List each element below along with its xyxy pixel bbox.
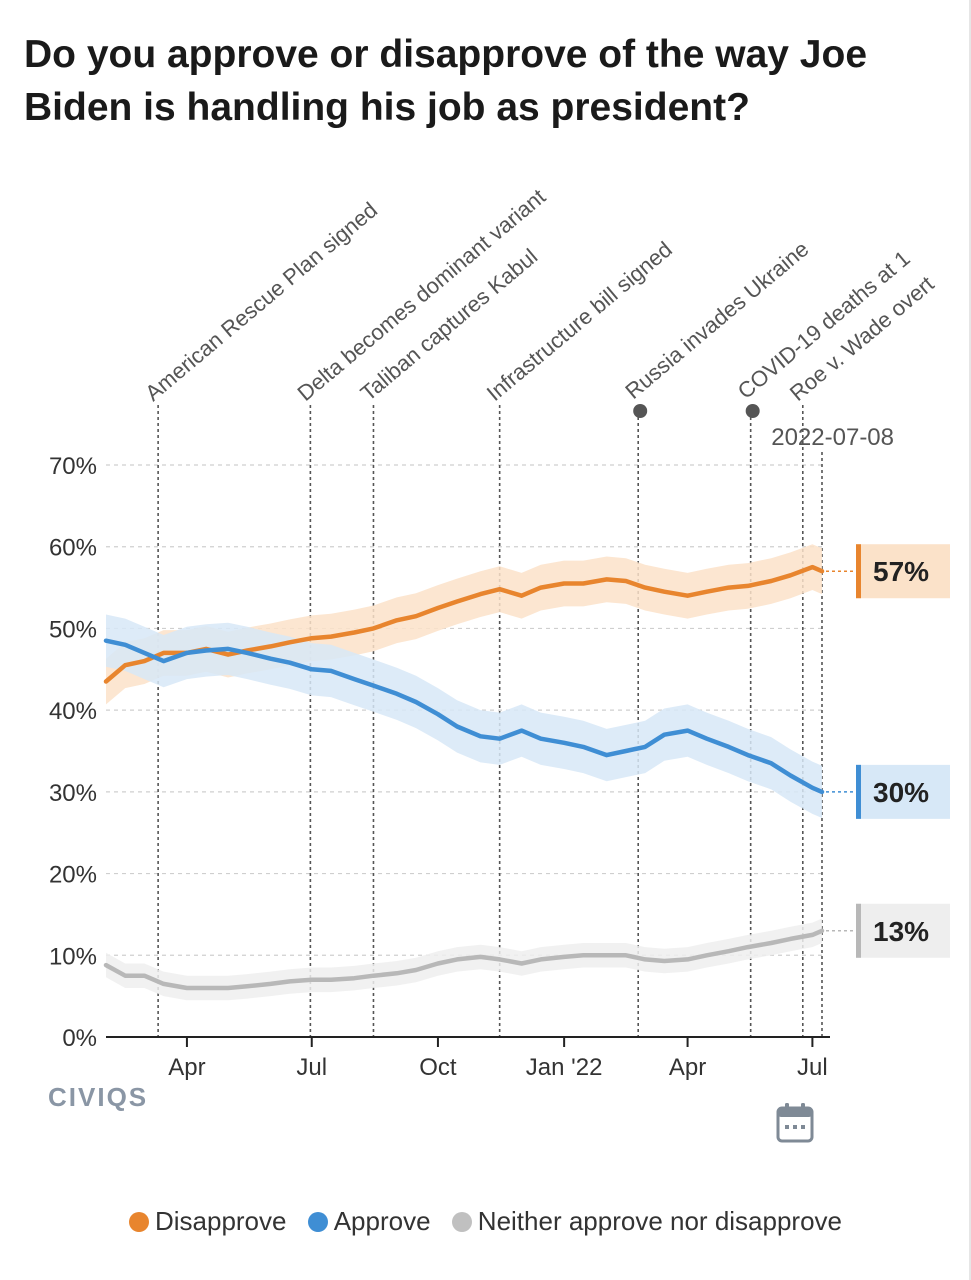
legend-dot (128, 1212, 149, 1232)
end-label-box (856, 764, 950, 819)
legend-item-approve[interactable]: Approve (307, 1206, 431, 1237)
legend-item-neither[interactable]: Neither approve nor disapprove (451, 1206, 843, 1237)
legend-label: Neither approve nor disapprove (477, 1206, 843, 1236)
series-line (103, 928, 825, 991)
end-labels: 57% 30% 13% (826, 544, 950, 958)
x-tick-label: Oct (419, 1054, 457, 1081)
end-label-bar (856, 764, 861, 819)
end-label-bar (856, 544, 861, 599)
legend-label: Disapprove (154, 1206, 287, 1236)
event-marker (745, 404, 760, 418)
legend: Disapprove Approve Neither approve nor d… (0, 1206, 971, 1237)
page-edge (969, 0, 971, 1280)
end-label: 13% (873, 916, 929, 947)
x-tick-label: Jul (797, 1054, 828, 1081)
axes: 0% 10% 20% 30% 40% 50% 60% 70% Apr Jul Oct Jan '22 A… (49, 453, 830, 1081)
event-marker (633, 404, 648, 418)
end-label-box (856, 544, 950, 599)
y-tick-label: 70% (49, 453, 97, 480)
y-tick-label: 0% (62, 1025, 97, 1052)
confidence-band (106, 614, 822, 818)
series-lines (103, 564, 825, 991)
x-tick-label: Apr (168, 1054, 205, 1081)
end-label-bar (856, 903, 861, 958)
y-tick-label: 20% (49, 862, 97, 889)
y-tick-label: 40% (49, 698, 97, 725)
series-line (103, 638, 825, 795)
legend-dot (451, 1212, 472, 1232)
calendar-icon[interactable] (775, 1102, 815, 1144)
chart-title: Do you approve or disapprove of the way … (24, 33, 868, 129)
civiqs-logo: CIVIQS (48, 1082, 149, 1112)
end-label-box (856, 903, 950, 958)
legend-item-disapprove[interactable]: Disapprove (128, 1206, 287, 1237)
x-tick-label: Jan '22 (526, 1054, 603, 1081)
y-tick-label: 30% (49, 780, 97, 807)
x-tick-label: Jul (296, 1054, 327, 1081)
end-label: 30% (873, 777, 929, 808)
y-tick-label: 50% (49, 616, 97, 643)
legend-dot (307, 1212, 328, 1232)
legend-label: Approve (333, 1206, 431, 1236)
confidence-bands (106, 544, 822, 1001)
y-tick-label: 10% (49, 943, 97, 970)
end-label: 57% (873, 556, 929, 587)
current-date-label: 2022-07-08 (771, 424, 894, 451)
y-tick-label: 60% (49, 535, 97, 562)
x-tick-label: Apr (669, 1054, 706, 1081)
series-line (103, 564, 825, 684)
